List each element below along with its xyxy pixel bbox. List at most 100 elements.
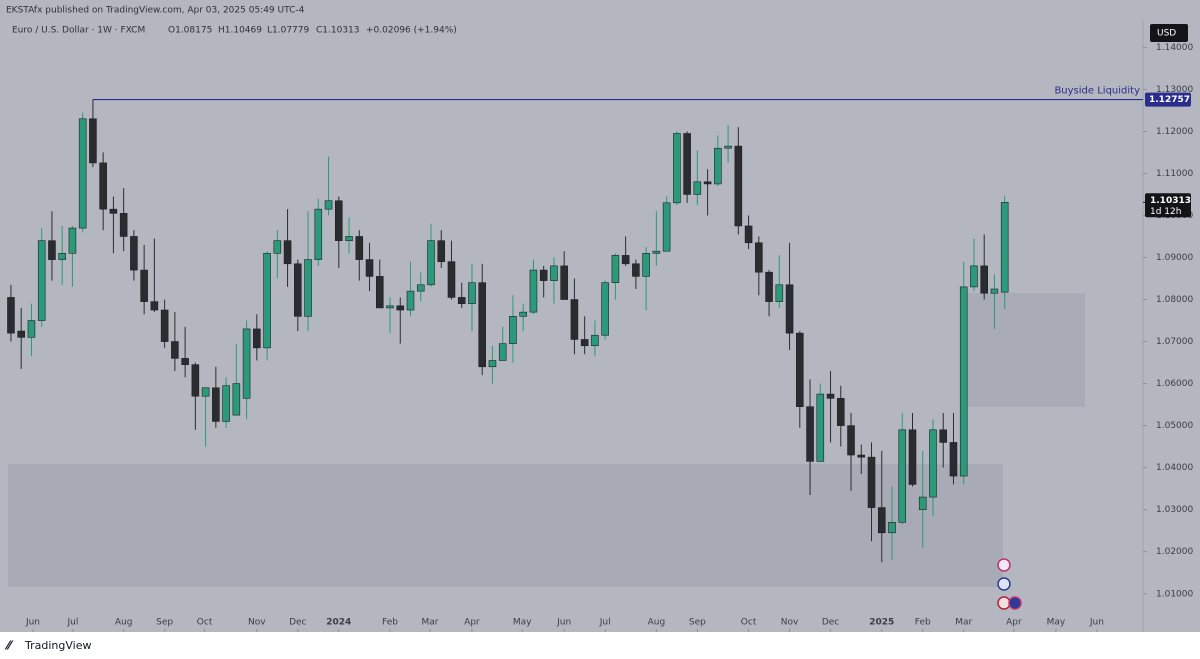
event-icons xyxy=(997,558,1022,610)
candle-body xyxy=(119,213,128,237)
legend-open: O1.08175 xyxy=(168,26,212,36)
y-tick-label: 1.03000 xyxy=(1156,505,1193,515)
candle-body xyxy=(570,299,579,340)
candle-body xyxy=(847,425,855,456)
footer-logo: TradingView xyxy=(24,639,91,652)
candle-body xyxy=(314,208,323,260)
demand-zone xyxy=(8,464,1003,587)
candle-body xyxy=(775,284,784,302)
candle-body xyxy=(416,284,425,292)
candle-body xyxy=(37,240,46,321)
level-price-label: 1.12757 xyxy=(1149,95,1190,105)
x-tick-label: Jul xyxy=(599,618,611,628)
y-tick-label: 1.06000 xyxy=(1156,379,1193,389)
candle-body xyxy=(621,255,630,265)
candle-body xyxy=(191,364,200,397)
candle-body xyxy=(601,282,609,336)
candle-body xyxy=(242,328,251,399)
candle-body xyxy=(683,133,691,195)
candle-body xyxy=(48,240,56,260)
candle-body xyxy=(437,240,446,262)
candle-body xyxy=(457,297,466,305)
x-tick-label: Aug xyxy=(648,618,666,628)
x-tick-label: Sep xyxy=(689,618,706,628)
candle-body xyxy=(27,320,36,338)
candle-body xyxy=(929,429,937,498)
candle-body xyxy=(396,305,405,311)
x-tick-label: Nov xyxy=(248,618,266,628)
x-tick-label: Jun xyxy=(1089,618,1104,628)
candle-body xyxy=(857,454,866,458)
x-tick-label: Feb xyxy=(382,618,398,628)
candle-body xyxy=(693,181,702,195)
event-icon[interactable] xyxy=(997,577,1011,591)
candle-body xyxy=(78,118,87,229)
x-tick-label: May xyxy=(513,618,532,628)
candle-body xyxy=(765,271,773,302)
x-tick-label: Dec xyxy=(822,618,839,628)
candle-body xyxy=(140,269,148,302)
candle-body xyxy=(724,145,732,149)
last-price-label: 1.10313 xyxy=(1150,196,1191,206)
candle-body xyxy=(744,225,753,244)
candle-body xyxy=(201,387,210,397)
countdown-label: 1d 12h xyxy=(1150,207,1181,217)
candle-body xyxy=(519,311,527,317)
candle-body xyxy=(662,202,671,252)
candle-body xyxy=(386,305,394,309)
candle-body xyxy=(836,397,845,426)
x-tick-label: 2025 xyxy=(869,618,894,628)
event-icon[interactable] xyxy=(997,596,1011,610)
x-tick-label: Sep xyxy=(156,618,173,628)
candle-body xyxy=(68,227,77,254)
candle-body xyxy=(468,282,476,305)
y-tick-label: 1.11000 xyxy=(1156,169,1193,179)
candle-body xyxy=(816,393,825,462)
symbol-title: Euro / U.S. Dollar · 1W · FXCM xyxy=(12,26,145,36)
candle-body xyxy=(703,181,712,185)
candle-body xyxy=(734,145,743,227)
candle-body xyxy=(160,309,169,342)
candle-body xyxy=(355,236,364,260)
x-tick-label: Jun xyxy=(556,618,571,628)
candle-body xyxy=(130,236,138,271)
candle-body xyxy=(304,259,312,317)
y-tick-label: 1.14000 xyxy=(1156,43,1193,53)
candle-body xyxy=(263,252,271,349)
candle-body xyxy=(611,255,620,284)
candle-body xyxy=(212,387,220,422)
candle-body xyxy=(427,240,435,286)
candle-body xyxy=(877,507,886,534)
candle-body xyxy=(560,265,568,300)
candle-body xyxy=(447,261,456,298)
candle-body xyxy=(478,282,487,368)
legend-change: +0.02096 (+1.94%) xyxy=(366,26,457,36)
event-icon[interactable] xyxy=(997,558,1011,572)
candle-body xyxy=(918,496,927,510)
currency-label[interactable]: USD xyxy=(1157,29,1176,39)
legend-high: H1.10469 xyxy=(218,26,262,36)
candle-body xyxy=(796,332,804,408)
y-tick-label: 1.02000 xyxy=(1156,547,1193,557)
candle-body xyxy=(324,200,333,210)
candle-body xyxy=(970,265,978,288)
candle-body xyxy=(959,286,968,477)
candle-body xyxy=(990,288,999,294)
level-price-box xyxy=(1145,92,1191,107)
logo-mark: ⁄⁄ xyxy=(4,639,14,653)
candle-body xyxy=(949,442,958,477)
y-tick-label: 1.12000 xyxy=(1156,127,1193,137)
liquidity-label: Buyside Liquidity xyxy=(1054,86,1140,97)
x-tick-label: Apr xyxy=(464,618,480,628)
x-tick-label: 2024 xyxy=(326,618,351,628)
candle-body xyxy=(335,200,343,241)
footer-bar xyxy=(0,632,1200,659)
candle-body xyxy=(222,385,230,422)
candle-body xyxy=(509,316,517,344)
event-icon[interactable] xyxy=(1008,596,1022,610)
candle-body xyxy=(1000,201,1009,293)
currency-badge[interactable] xyxy=(1150,24,1188,42)
x-tick-label: Mar xyxy=(955,618,972,628)
candle-body xyxy=(632,263,640,277)
